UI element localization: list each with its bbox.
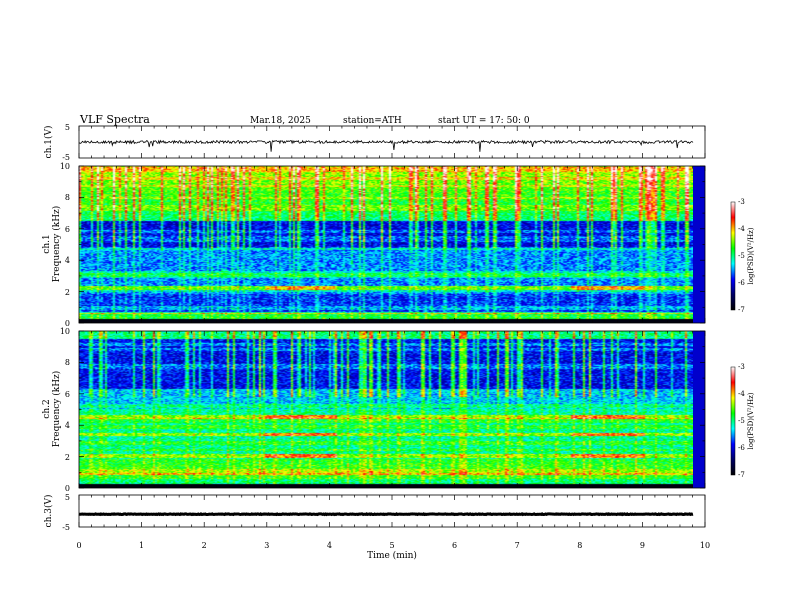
ch3-ylabel: ch.3(V) [43,495,54,528]
ch2-colorbar-scale [730,366,736,476]
ch3-waveform-panel: 5 -5 ch.3(V) [43,493,706,532]
station-label: station=ATH [343,116,402,126]
xtick-8: 8 [577,541,582,550]
xtick-4: 4 [327,541,332,550]
xtick-1: 1 [139,541,144,550]
xtick-3: 3 [264,541,269,550]
ch1-cb-tick-m7: -7 [738,306,745,314]
ch2-cb-tick-m3: -3 [738,363,745,371]
ch2-spec-ytick-6: 6 [65,390,70,399]
xtick-0: 0 [76,541,81,550]
ch1-spec-ytick-10: 10 [60,162,70,171]
ch1-waveform-panel: 5 -5 ch.1(V) [43,123,706,162]
ch2-spec-ytick-0: 0 [65,484,70,493]
ch2-cb-tick-m5: -5 [738,417,745,425]
ch2-cb-tick-m7: -7 [738,471,745,479]
xtick-9: 9 [640,541,645,550]
ch2-spec-ylabel-channel: ch.2 [42,399,52,418]
ch1-ytick-bottom: -5 [62,153,70,162]
xtick-6: 6 [452,541,457,550]
ch2-cb-tick-m4: -4 [738,390,745,398]
x-axis-label: Time (min) [367,550,417,561]
ch1-spec-ytick-4: 4 [65,256,70,265]
ch1-colorbar: -3 -4 -5 -6 -7 log(PSD)(V²/Hz) [730,198,755,314]
ch2-cb-tick-m6: -6 [738,444,745,452]
ch1-spectrogram-image [79,166,693,323]
xtick-10: 10 [700,541,710,550]
ch1-spec-ytick-2: 2 [65,288,70,297]
ch2-spec-ytick-2: 2 [65,453,70,462]
ch1-spec-ylabel-frequency: Frequency (kHz) [51,206,62,283]
time-axis: 0 1 2 3 4 5 6 7 8 9 10 Time (min) [76,541,710,561]
xtick-5: 5 [389,541,394,550]
ch1-cb-tick-m5: -5 [738,252,745,260]
ch1-spectrogram-panel: 0 2 4 6 8 10 ch.1 Frequency (kHz) [42,162,706,328]
xtick-7: 7 [515,541,520,550]
ch2-spec-ytick-8: 8 [65,358,70,367]
ch1-ylabel: ch.1(V) [43,126,54,159]
ch1-spec-ytick-8: 8 [65,193,70,202]
ch1-cb-tick-m3: -3 [738,198,745,206]
start-time-label: start UT = 17: 50: 0 [438,116,530,126]
xtick-2: 2 [202,541,207,550]
ch3-ytick-top: 5 [65,493,70,502]
ch2-cb-label: log(PSD)(V²/Hz) [747,392,755,449]
ch1-cb-tick-m4: -4 [738,225,745,233]
ch1-cb-tick-m6: -6 [738,279,745,287]
ch1-spec-ytick-6: 6 [65,225,70,234]
ch3-ytick-bottom: -5 [62,523,70,532]
ch1-waveform-line [78,139,694,152]
ch1-ytick-top: 5 [65,123,70,132]
ch1-colorbar-scale [730,201,736,311]
ch2-spectrogram-panel: 0 2 4 6 8 10 ch.2 Frequency (kHz) [42,327,706,493]
date-label: Mar.18, 2025 [250,116,311,126]
ch2-spectrogram-image [79,331,693,488]
ch1-spec-ylabel-channel: ch.1 [42,234,52,253]
figure-title: VLF Spectra [79,113,150,126]
ch3-waveform-line [78,512,694,517]
ch2-spec-ytick-10: 10 [60,327,70,336]
ch2-spec-ylabel-frequency: Frequency (kHz) [51,371,62,448]
ch2-colorbar: -3 -4 -5 -6 -7 log(PSD)(V²/Hz) [730,363,755,479]
ch1-cb-label: log(PSD)(V²/Hz) [747,227,755,284]
ch2-spec-ytick-4: 4 [65,421,70,430]
ch1-spec-ytick-0: 0 [65,319,70,328]
